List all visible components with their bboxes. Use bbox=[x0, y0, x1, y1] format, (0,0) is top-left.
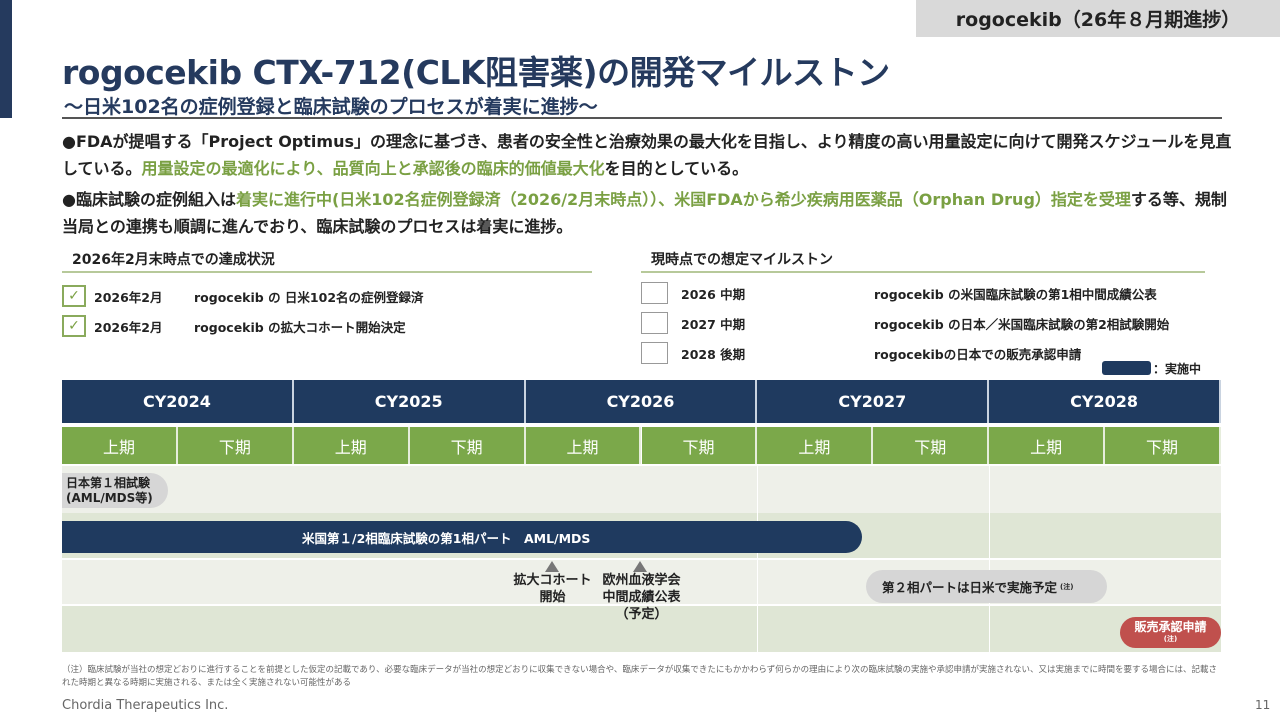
milestone-label: 欧州血液学会 bbox=[602, 573, 681, 588]
row-band bbox=[62, 606, 1221, 652]
bullet-text: する等、規制当局との連携も順調に進んでおり、臨床試験のプロセスは着実に進捗。 bbox=[62, 190, 1227, 236]
half-header: 下期 bbox=[641, 427, 758, 464]
bullet-text: を目的としている。 bbox=[604, 159, 749, 178]
planned-heading: 現時点での想定マイルストン bbox=[641, 249, 1205, 273]
bar-label: 販売承認申請 bbox=[1134, 619, 1207, 634]
milestone-date: 2026年2月 bbox=[94, 289, 163, 305]
year-gridline bbox=[989, 466, 990, 652]
planned-section: 現時点での想定マイルストン 2026 中期 rogocekib の米国臨床試験の第… bbox=[641, 249, 1205, 373]
checkbox-checked-icon: ✓ bbox=[62, 285, 86, 307]
bar-label: 第２相パートは日米で実施予定 bbox=[882, 580, 1058, 595]
half-header: 上期 bbox=[525, 427, 642, 464]
year-header: CY2024 bbox=[62, 380, 294, 423]
checkbox-empty-icon bbox=[641, 342, 668, 364]
milestone-text: rogocekib の日本／米国臨床試験の第2相試験開始 bbox=[874, 316, 1170, 332]
milestone-date: 2028 後期 bbox=[681, 346, 746, 362]
divider bbox=[62, 117, 1222, 119]
milestone-item: 2027 中期 rogocekib の日本／米国臨床試験の第2相試験開始 bbox=[641, 312, 1205, 334]
footnote: （注）臨床試験が当社の想定どおりに進行することを前提とした仮定の記載であり、必要… bbox=[62, 665, 1217, 688]
note-mark: (注) bbox=[1060, 582, 1074, 591]
milestone-label: 開始 bbox=[539, 590, 566, 605]
phase2-bar: 第２相パートは日米で実施予定 (注) bbox=[866, 570, 1107, 603]
half-header: 上期 bbox=[989, 427, 1106, 464]
accent-bar bbox=[0, 0, 12, 118]
milestone-item: 2028 後期 rogocekibの日本での販売承認申請 bbox=[641, 342, 1205, 364]
half-header: 上期 bbox=[62, 427, 178, 464]
milestone-date: 2026年2月 bbox=[94, 319, 163, 335]
milestone-date: 2026 中期 bbox=[681, 286, 746, 302]
legend-label: ：実施中 bbox=[1153, 362, 1202, 376]
half-header: 下期 bbox=[873, 427, 990, 464]
bullet-text: ●FDAが提唱する「Project Optimus」の理念に基づき、患者の安全性… bbox=[62, 132, 1232, 178]
milestone-item: 2026 中期 rogocekib の米国臨床試験の第1相中間成績公表 bbox=[641, 282, 1205, 304]
achieved-section: 2026年2月末時点での達成状況 ✓ 2026年2月 rogocekib の 日米1… bbox=[62, 249, 592, 346]
bar-label: 日本第１相試験 bbox=[66, 475, 151, 490]
milestone-text: rogocekibの日本での販売承認申請 bbox=[874, 346, 1082, 362]
checkbox-empty-icon bbox=[641, 282, 668, 304]
year-gridline bbox=[757, 466, 758, 652]
milestone-text: rogocekib の拡大コホート開始決定 bbox=[194, 319, 406, 335]
milestone-date: 2027 中期 bbox=[681, 316, 746, 332]
legend-swatch bbox=[1102, 361, 1151, 375]
milestone-label: 中間成績公表 bbox=[602, 590, 681, 605]
half-header: 下期 bbox=[409, 427, 526, 464]
bullet-1: ●FDAが提唱する「Project Optimus」の理念に基づき、患者の安全性… bbox=[62, 128, 1232, 182]
milestone-label: （予定） bbox=[615, 607, 668, 622]
milestone-item: ✓ 2026年2月 rogocekib の 日米102名の症例登録済 bbox=[62, 285, 592, 307]
milestone-expansion-cohort: 拡大コホート 開始 bbox=[505, 572, 600, 606]
bullet-2: ●臨床試験の症例組入は着実に進行中(日米102名症例登録済（2026/2月末時点… bbox=[62, 186, 1232, 240]
half-header: 下期 bbox=[1105, 427, 1221, 464]
half-header: 上期 bbox=[757, 427, 874, 464]
checkbox-empty-icon bbox=[641, 312, 668, 334]
year-header: CY2026 bbox=[525, 380, 758, 423]
japan-phase1-bar: 日本第１相試験 (AML/MDS等) bbox=[62, 473, 168, 508]
half-header: 上期 bbox=[293, 427, 410, 464]
achieved-heading: 2026年2月末時点での達成状況 bbox=[62, 249, 592, 273]
milestone-text: rogocekib の 日米102名の症例登録済 bbox=[194, 289, 424, 305]
page-title: rogocekib CTX-712(CLK阻害薬)の開発マイルストン bbox=[62, 53, 890, 92]
company-name: Chordia Therapeutics Inc. bbox=[62, 698, 229, 713]
milestone-text: rogocekib の米国臨床試験の第1相中間成績公表 bbox=[874, 286, 1157, 302]
note-mark: (注) bbox=[1163, 634, 1178, 643]
half-header: 下期 bbox=[177, 427, 294, 464]
period-tag: rogocekib（26年８月期進捗） bbox=[916, 0, 1280, 37]
milestone-marker-icon bbox=[633, 561, 647, 572]
milestone-marker-icon bbox=[545, 561, 559, 572]
page-number: 11 bbox=[1255, 698, 1271, 712]
milestone-label: 拡大コホート bbox=[513, 573, 592, 588]
year-header: CY2027 bbox=[757, 380, 990, 423]
milestone-eha-interim: 欧州血液学会 中間成績公表 （予定） bbox=[594, 572, 689, 623]
highlight-text: 着実に進行中(日米102名症例登録済（2026/2月末時点））、米国FDAから希… bbox=[235, 190, 1131, 209]
page-subtitle: ～日米102名の症例登録と臨床試験のプロセスが着実に進捗～ bbox=[64, 96, 598, 118]
bar-label: (AML/MDS等) bbox=[66, 490, 153, 505]
us-phase1-bar: 米国第１/2相臨床試験の第1相パート AML/MDS bbox=[62, 521, 862, 553]
checkbox-checked-icon: ✓ bbox=[62, 315, 86, 337]
year-header: CY2025 bbox=[293, 380, 526, 423]
year-header: CY2028 bbox=[989, 380, 1221, 423]
row-band bbox=[62, 466, 1221, 513]
milestone-item: ✓ 2026年2月 rogocekib の拡大コホート開始決定 bbox=[62, 315, 592, 337]
filing-bar: 販売承認申請 (注) bbox=[1120, 617, 1221, 648]
highlight-text: 用量設定の最適化により、品質向上と承認後の臨床的価値最大化 bbox=[141, 159, 605, 178]
bullet-text: ●臨床試験の症例組入は bbox=[62, 190, 236, 209]
